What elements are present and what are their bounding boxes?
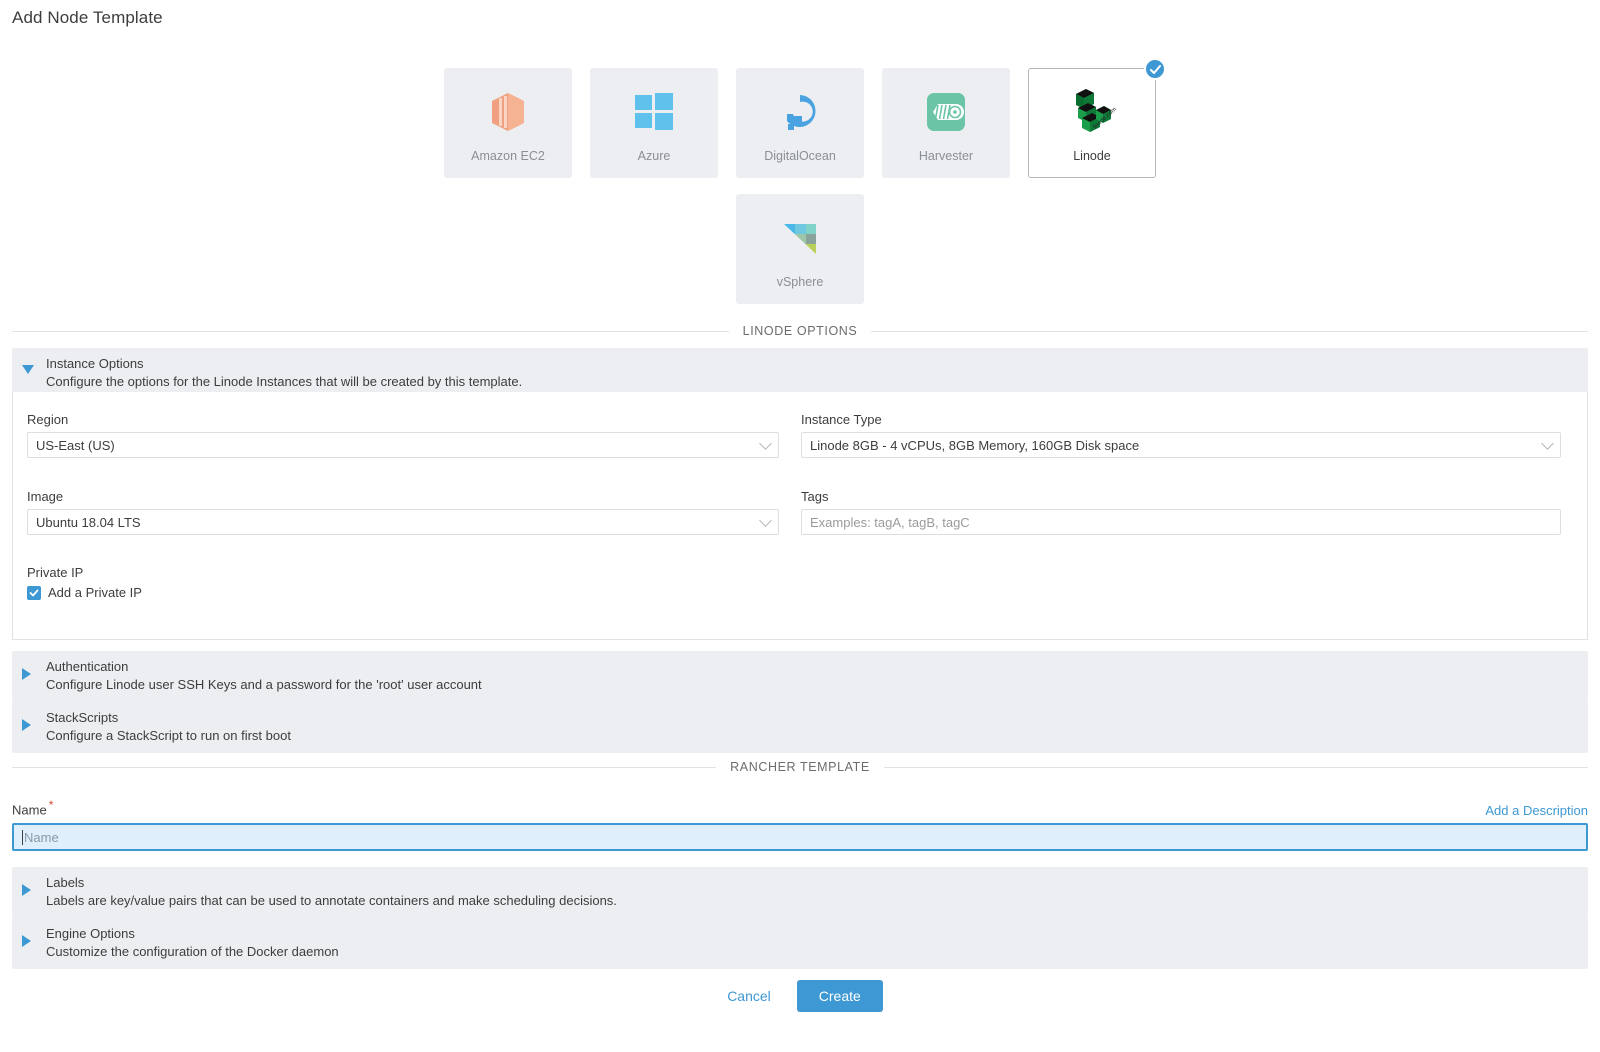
- vsphere-icon: [778, 207, 822, 269]
- chevron-right-icon: [22, 719, 38, 731]
- name-label-text: Name: [12, 802, 47, 818]
- accordion-instance-options[interactable]: Instance Options Configure the options f…: [12, 348, 1588, 399]
- section-divider-linode-options: LINODE OPTIONS: [12, 324, 1589, 338]
- chevron-down-icon: [759, 437, 772, 450]
- divider-line-right: [883, 766, 1588, 768]
- form-footer: Cancel Create: [0, 980, 1600, 1012]
- add-description-link[interactable]: Add a Description: [1485, 803, 1588, 818]
- divider-line-right: [871, 330, 1589, 332]
- driver-card-linode[interactable]: linode.com Linode: [1028, 58, 1166, 178]
- required-marker: *: [48, 798, 54, 812]
- chevron-down-icon: [22, 365, 38, 374]
- harvester-icon: [926, 81, 966, 143]
- accordion-labels[interactable]: Labels Labels are key/value pairs that c…: [12, 867, 1588, 918]
- instance-type-value: Linode 8GB - 4 vCPUs, 8GB Memory, 160GB …: [810, 437, 1140, 453]
- page-title: Add Node Template: [12, 8, 163, 27]
- accordion-subtitle: Labels are key/value pairs that can be u…: [46, 893, 617, 908]
- driver-card-harvester[interactable]: Harvester: [882, 68, 1010, 178]
- image-select[interactable]: Ubuntu 18.04 LTS: [27, 509, 779, 535]
- text-cursor: [22, 829, 23, 845]
- private-ip-label: Private IP: [27, 565, 84, 580]
- region-label: Region: [27, 412, 69, 427]
- create-button[interactable]: Create: [796, 980, 883, 1012]
- accordion-title: StackScripts: [46, 710, 119, 725]
- instance-options-panel: Region US-East (US) Instance Type Linode…: [12, 392, 1588, 640]
- chevron-down-icon: [759, 514, 772, 527]
- name-label: Name *: [12, 798, 53, 817]
- driver-card-amazon-ec2[interactable]: Amazon EC2: [444, 68, 572, 178]
- driver-label: Harvester: [918, 149, 974, 163]
- accordion-subtitle: Configure a StackScript to run on first …: [46, 728, 291, 743]
- image-value: Ubuntu 18.04 LTS: [36, 514, 141, 530]
- tags-input[interactable]: Examples: tagA, tagB, tagC: [801, 509, 1561, 535]
- chevron-right-icon: [22, 935, 38, 947]
- check-circle-icon: [1144, 58, 1166, 80]
- driver-label: Amazon EC2: [471, 149, 545, 163]
- accordion-subtitle: Configure the options for the Linode Ins…: [46, 374, 523, 389]
- section-label: LINODE OPTIONS: [742, 324, 858, 338]
- accordion-title: Engine Options: [46, 926, 135, 941]
- driver-row: Amazon EC2 Azure: [444, 58, 1166, 178]
- accordion-title: Labels: [46, 875, 85, 890]
- accordion-title: Instance Options: [46, 356, 144, 371]
- region-value: US-East (US): [36, 437, 115, 453]
- divider-line-left: [12, 766, 717, 768]
- driver-row: vSphere: [736, 194, 864, 304]
- driver-card-digitalocean[interactable]: DigitalOcean: [736, 68, 864, 178]
- driver-label: Linode: [1073, 149, 1111, 163]
- driver-card-azure[interactable]: Azure: [590, 68, 718, 178]
- accordion-engine-options[interactable]: Engine Options Customize the configurati…: [12, 918, 1588, 969]
- accordion-subtitle: Configure Linode user SSH Keys and a pas…: [46, 677, 482, 692]
- name-input[interactable]: Name: [12, 823, 1588, 851]
- driver-label: vSphere: [776, 275, 824, 289]
- digitalocean-icon: [779, 81, 821, 143]
- region-select[interactable]: US-East (US): [27, 432, 779, 458]
- azure-icon: [634, 81, 674, 143]
- driver-card-vsphere[interactable]: vSphere: [736, 194, 864, 304]
- instance-type-select[interactable]: Linode 8GB - 4 vCPUs, 8GB Memory, 160GB …: [801, 432, 1561, 458]
- divider-line-left: [12, 330, 729, 332]
- tags-label: Tags: [801, 489, 829, 504]
- driver-label: Azure: [637, 149, 671, 163]
- name-placeholder: Name: [24, 829, 59, 845]
- accordion-subtitle: Customize the configuration of the Docke…: [46, 944, 339, 959]
- driver-selector: Amazon EC2 Azure: [0, 58, 1600, 304]
- private-ip-checkbox-row[interactable]: Add a Private IP: [27, 585, 142, 600]
- private-ip-checkbox-label: Add a Private IP: [48, 585, 142, 600]
- cancel-button[interactable]: Cancel: [717, 981, 781, 1011]
- chevron-right-icon: [22, 668, 38, 680]
- accordion-title: Authentication: [46, 659, 129, 674]
- private-ip-checkbox[interactable]: [27, 585, 41, 600]
- accordion-stackscripts[interactable]: StackScripts Configure a StackScript to …: [12, 702, 1588, 753]
- instance-type-label: Instance Type: [801, 412, 882, 427]
- chevron-down-icon: [1541, 437, 1554, 450]
- section-label: RANCHER TEMPLATE: [730, 760, 870, 774]
- accordion-authentication[interactable]: Authentication Configure Linode user SSH…: [12, 651, 1588, 702]
- chevron-right-icon: [22, 884, 38, 896]
- tags-placeholder: Examples: tagA, tagB, tagC: [810, 514, 970, 530]
- amazon-ec2-icon: [489, 81, 527, 143]
- section-divider-rancher-template: RANCHER TEMPLATE: [12, 760, 1588, 774]
- driver-label: DigitalOcean: [764, 149, 836, 163]
- image-label: Image: [27, 489, 64, 504]
- linode-icon: linode.com: [1066, 81, 1118, 143]
